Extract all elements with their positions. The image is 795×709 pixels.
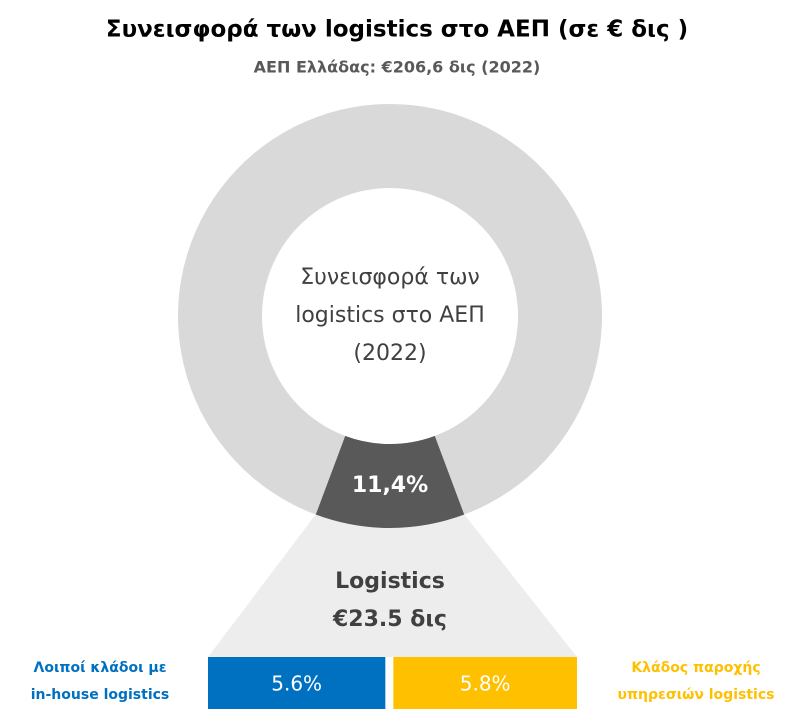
donut-segment	[178, 104, 603, 515]
bar-label: 5.8%	[460, 672, 511, 696]
category-label: Κλάδος παροχής	[631, 660, 760, 676]
center-label: (2022)	[353, 341, 426, 366]
bar-segment	[208, 657, 386, 709]
center-label: Συνεισφορά των	[300, 265, 480, 290]
category-label: in-house logistics	[31, 687, 170, 703]
chart-subtitle: ΑΕΠ Ελλάδας: €206,6 δις (2022)	[254, 58, 541, 77]
breakdown-label: €23.5 δις	[332, 607, 447, 632]
callout	[208, 514, 577, 657]
chart-title: Συνεισφορά των logistics στο ΑΕΠ (σε € δ…	[106, 17, 688, 43]
category-label: Λοιποί κλάδοι με	[33, 660, 166, 676]
segment-label: 11,4%	[352, 473, 428, 498]
breakdown-label: Logistics	[335, 569, 445, 594]
bar-segment	[393, 657, 577, 709]
center-label: logistics στο ΑΕΠ	[295, 303, 485, 328]
category-label: υπηρεσιών logistics	[618, 687, 775, 703]
donut-segment	[315, 435, 465, 528]
bar-label: 5.6%	[271, 672, 322, 696]
